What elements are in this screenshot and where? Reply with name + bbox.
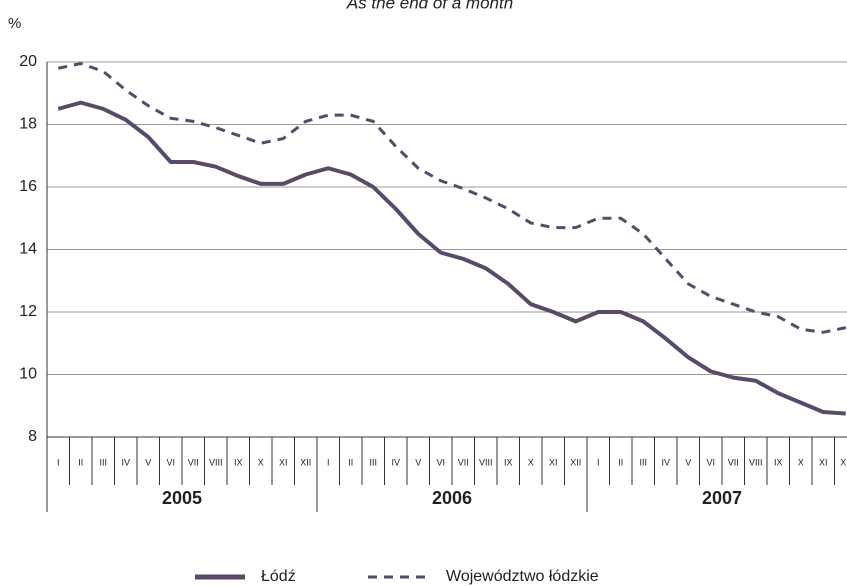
- x-tick-label: VI: [436, 457, 445, 467]
- x-tick-label: I: [597, 457, 600, 467]
- x-tick-label: II: [618, 457, 623, 467]
- x-tick-label: V: [685, 457, 691, 467]
- y-tick-label: 18: [19, 116, 37, 133]
- x-tick-label: X: [258, 457, 264, 467]
- x-tick-label: XII: [300, 457, 311, 467]
- x-tick-label: XII: [570, 457, 581, 467]
- x-tick-label: X: [528, 457, 534, 467]
- chart-title: As the end of a month: [346, 0, 513, 12]
- x-tick-label: IV: [391, 457, 400, 467]
- x-tick-label: VI: [166, 457, 175, 467]
- y-axis-label: %: [8, 15, 21, 32]
- year-label: 2005: [162, 488, 202, 508]
- x-tick-label: VIII: [479, 457, 493, 467]
- x-tick-label: II: [348, 457, 353, 467]
- x-tick-label: VIII: [209, 457, 223, 467]
- y-tick-label: 16: [19, 178, 37, 195]
- x-tick-label: VII: [728, 457, 739, 467]
- y-tick-label: 12: [19, 303, 37, 320]
- x-tick-label: VIII: [749, 457, 763, 467]
- x-tick-label: XII: [840, 457, 847, 467]
- x-tick-label: IX: [234, 457, 243, 467]
- x-tick-label: III: [369, 457, 377, 467]
- x-tick-label: V: [415, 457, 421, 467]
- series-line: [57, 62, 847, 334]
- x-tick-label: XI: [819, 457, 828, 467]
- x-tick-label: II: [78, 457, 83, 467]
- legend-label: Województwo łódzkie: [446, 568, 599, 585]
- x-tick-label: VII: [458, 457, 469, 467]
- x-tick-label: IX: [504, 457, 513, 467]
- x-tick-label: X: [798, 457, 804, 467]
- legend-label: Łódź: [261, 568, 296, 585]
- x-tick-label: IV: [121, 457, 130, 467]
- y-tick-label: 20: [19, 53, 37, 70]
- x-tick-label: V: [145, 457, 151, 467]
- x-tick-label: XI: [549, 457, 558, 467]
- year-label: 2007: [702, 488, 742, 508]
- x-tick-label: XI: [279, 457, 288, 467]
- x-tick-label: VII: [188, 457, 199, 467]
- series-line: [57, 100, 846, 416]
- x-tick-label: I: [327, 457, 330, 467]
- y-tick-label: 10: [19, 366, 37, 383]
- y-tick-label: 8: [28, 428, 37, 445]
- x-tick-label: III: [99, 457, 107, 467]
- x-tick-label: I: [57, 457, 60, 467]
- y-tick-label: 14: [19, 241, 37, 258]
- year-label: 2006: [432, 488, 472, 508]
- x-tick-label: IV: [661, 457, 670, 467]
- x-tick-label: III: [639, 457, 647, 467]
- x-tick-label: IX: [774, 457, 783, 467]
- x-tick-label: VI: [706, 457, 715, 467]
